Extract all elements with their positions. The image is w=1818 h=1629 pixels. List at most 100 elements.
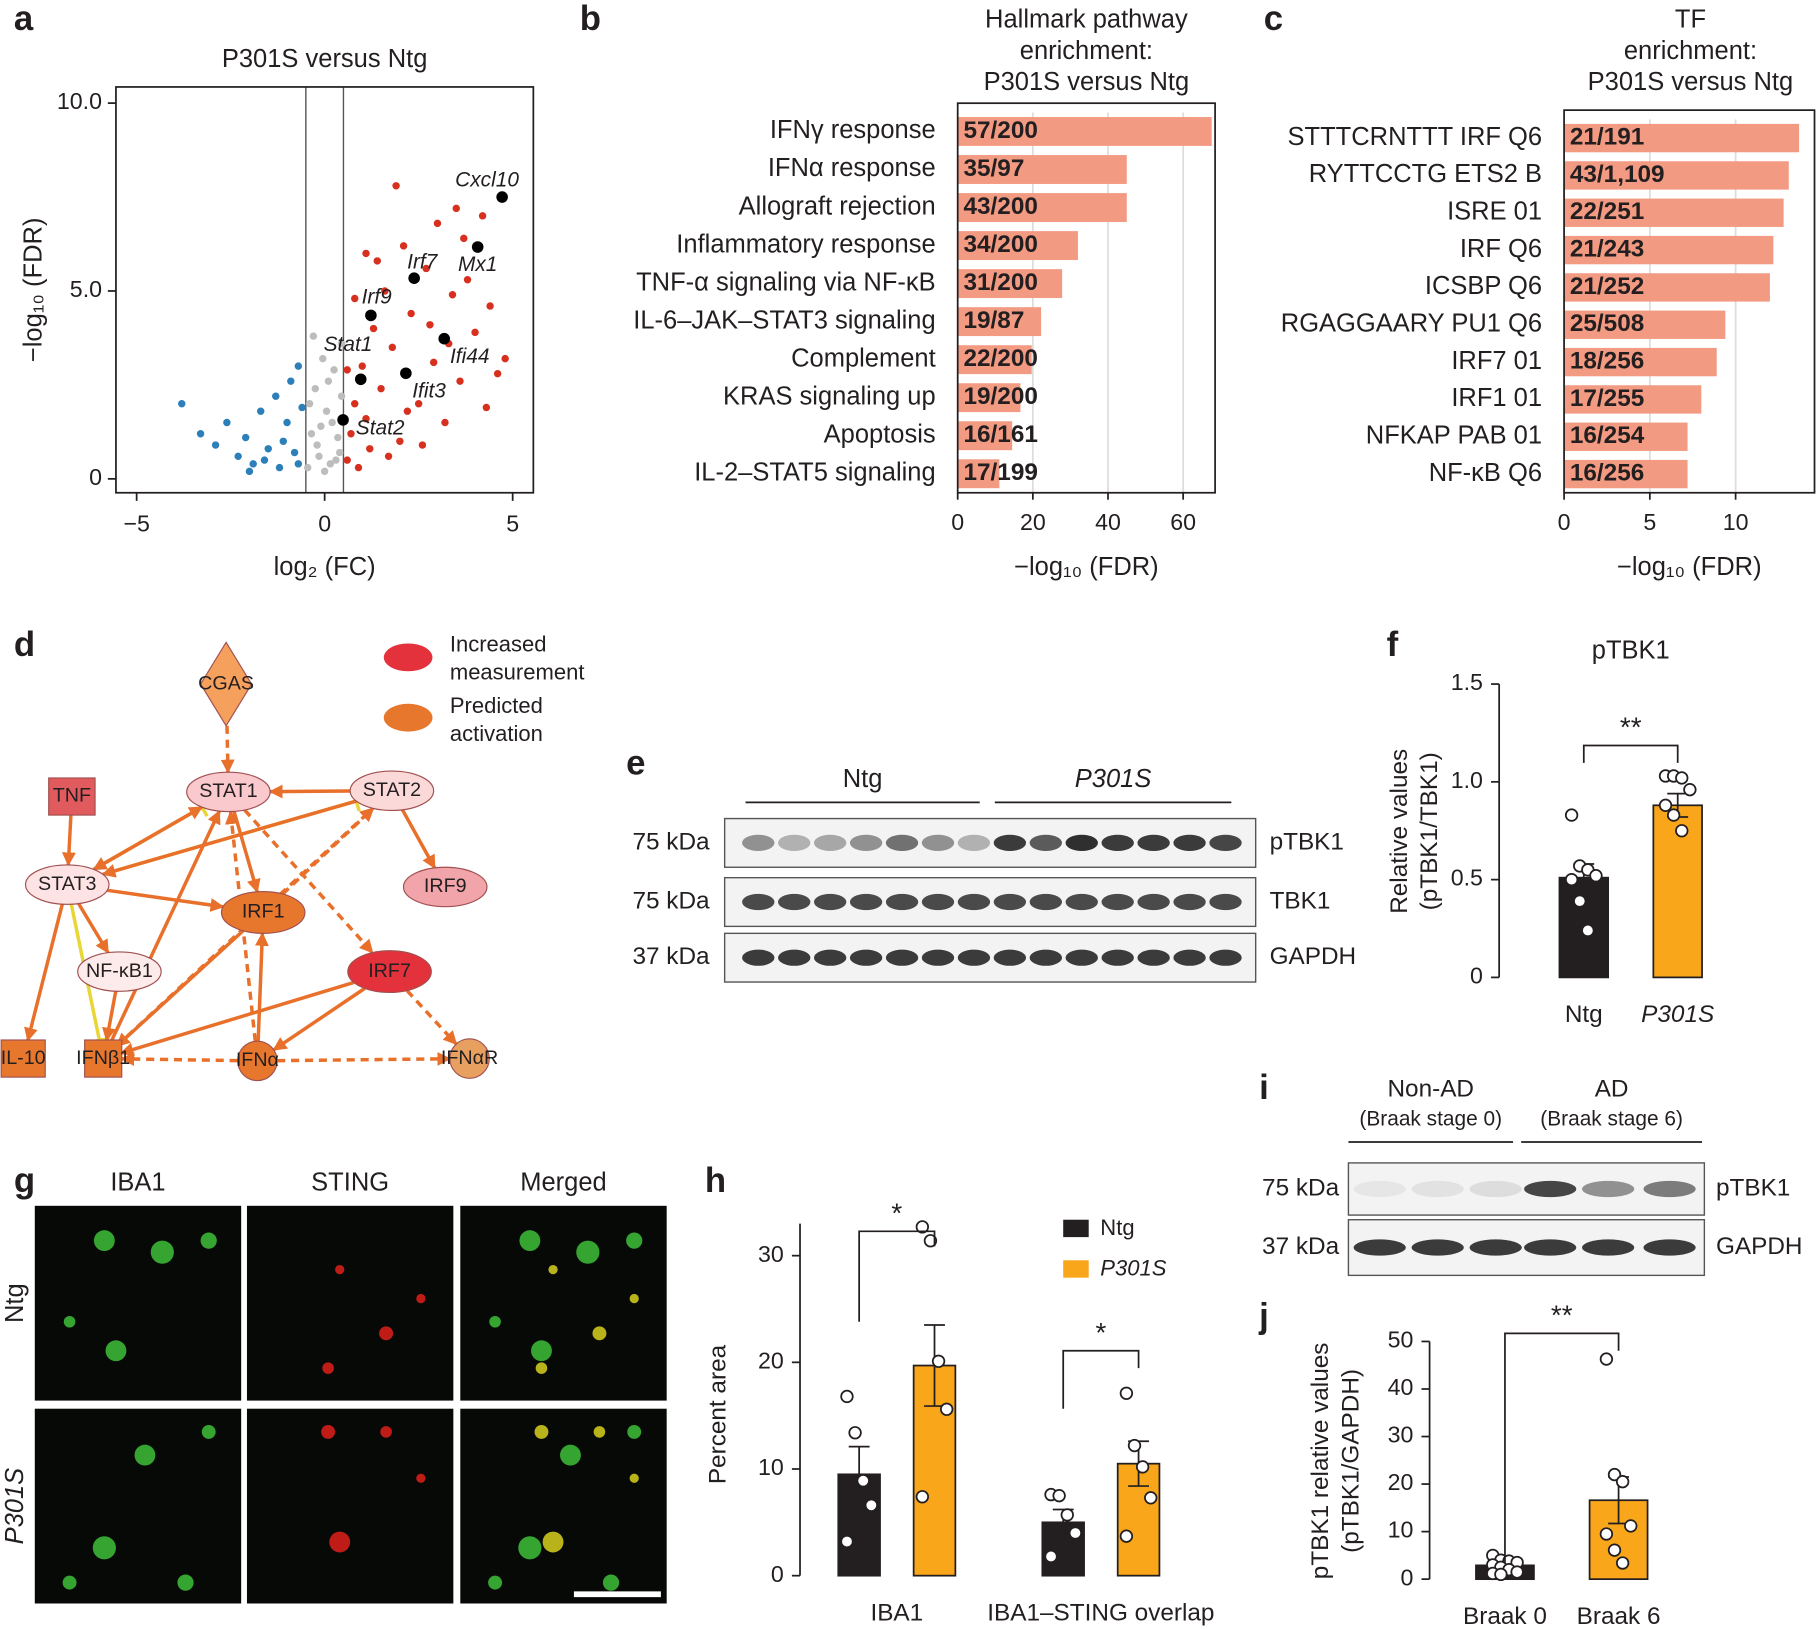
y-axis-label: pTBK1 relative values xyxy=(1307,1343,1334,1580)
point xyxy=(486,302,494,310)
point xyxy=(283,418,291,427)
band xyxy=(1173,834,1206,852)
band xyxy=(885,834,919,852)
point xyxy=(294,362,303,370)
band xyxy=(957,893,991,911)
band xyxy=(921,949,955,966)
panel-letter: h xyxy=(705,1162,726,1200)
significance-label: ** xyxy=(1551,1299,1573,1330)
legend-label: activation xyxy=(450,721,543,746)
bar xyxy=(957,231,1078,261)
x-tick-label: −5 xyxy=(123,510,149,536)
node xyxy=(402,866,488,908)
node xyxy=(24,864,110,905)
panel-letter: a xyxy=(14,0,34,38)
legend-swatch xyxy=(383,643,433,672)
column-label: Merged xyxy=(520,1169,606,1197)
bar xyxy=(957,193,1127,222)
category-label: ICSBP Q6 xyxy=(1425,272,1542,300)
category-label: KRAS signaling up xyxy=(723,382,936,410)
node xyxy=(186,771,271,813)
data-point xyxy=(1044,1549,1058,1564)
band xyxy=(1469,1180,1522,1198)
x-axis-label: −log₁₀ (FDR) xyxy=(1014,553,1159,581)
point xyxy=(354,463,363,472)
sting-signal xyxy=(542,1531,564,1553)
sting-signal xyxy=(329,1531,351,1553)
point xyxy=(335,448,344,457)
band xyxy=(1101,834,1134,852)
point xyxy=(245,467,254,476)
point xyxy=(324,377,333,385)
count-label: 35/97 xyxy=(963,155,1024,182)
y-axis-label: (pTBK1/TBK1) xyxy=(1416,752,1443,910)
band xyxy=(1582,1239,1635,1256)
point xyxy=(441,418,449,427)
node-label: TNF xyxy=(53,785,91,807)
band xyxy=(1065,834,1098,852)
plot-frame xyxy=(1563,109,1816,494)
y-tick-label: 10.0 xyxy=(57,88,102,114)
group-label: (Braak stage 0) xyxy=(1359,1108,1502,1131)
y-tick-label: 20 xyxy=(758,1347,784,1373)
y-tick-label: 10 xyxy=(758,1454,784,1480)
node-label: IRF1 xyxy=(242,901,285,923)
panel-letter: d xyxy=(14,626,35,664)
data-point xyxy=(1658,798,1673,812)
data-point xyxy=(931,1354,946,1368)
point xyxy=(471,328,479,337)
count-label: 19/200 xyxy=(963,383,1037,410)
band xyxy=(921,893,955,911)
activation-edge xyxy=(405,989,458,1046)
data-point xyxy=(1607,1543,1622,1557)
category-label: IRF1 01 xyxy=(1451,384,1542,412)
data-point xyxy=(1119,1386,1134,1400)
cell-signal xyxy=(627,1424,642,1439)
group-label: Non-AD xyxy=(1387,1075,1474,1102)
point xyxy=(377,384,385,393)
x-tick-label: 0 xyxy=(318,510,331,536)
band xyxy=(1353,1180,1406,1198)
point xyxy=(414,399,423,408)
band xyxy=(813,834,847,852)
y-tick-label: 1.5 xyxy=(1451,669,1483,695)
point xyxy=(456,377,464,385)
bar xyxy=(957,307,1042,337)
point xyxy=(307,430,316,438)
activation-edge xyxy=(24,903,64,1042)
data-point xyxy=(1564,872,1579,887)
highlight-point xyxy=(471,241,484,253)
marker-label: 37 kDa xyxy=(632,943,710,970)
cell-signal xyxy=(518,1536,542,1560)
legend-label: Increased xyxy=(450,632,547,657)
highlight-point xyxy=(337,414,349,426)
count-label: 21/191 xyxy=(1570,124,1644,151)
data-point xyxy=(856,1474,870,1488)
point xyxy=(317,422,325,430)
point xyxy=(309,332,318,340)
y-axis-label: Relative values xyxy=(1386,749,1413,914)
micrograph xyxy=(34,1408,242,1604)
group-label: AD xyxy=(1595,1075,1629,1102)
gene-label: Stat1 xyxy=(324,333,373,356)
row-label: Ntg xyxy=(1,1283,29,1323)
marker-label: 75 kDa xyxy=(632,828,710,855)
group-label: (Braak stage 6) xyxy=(1540,1108,1683,1131)
band xyxy=(1524,1239,1577,1256)
highlight-point xyxy=(496,191,508,203)
node-label: STAT1 xyxy=(199,780,257,802)
sting-signal xyxy=(629,1473,639,1483)
band xyxy=(1411,1180,1464,1198)
plot-frame xyxy=(956,102,1216,494)
count-label: 43/1,109 xyxy=(1570,161,1665,188)
band xyxy=(1209,834,1242,852)
point xyxy=(392,182,400,190)
data-point xyxy=(1589,869,1603,883)
data-point xyxy=(1144,1491,1158,1505)
significance-label: * xyxy=(891,1197,902,1228)
chart-title: enrichment: xyxy=(1020,37,1153,65)
chart-title: P301S versus Ntg xyxy=(984,68,1190,96)
node-label: STAT3 xyxy=(38,873,96,895)
point xyxy=(493,369,502,378)
